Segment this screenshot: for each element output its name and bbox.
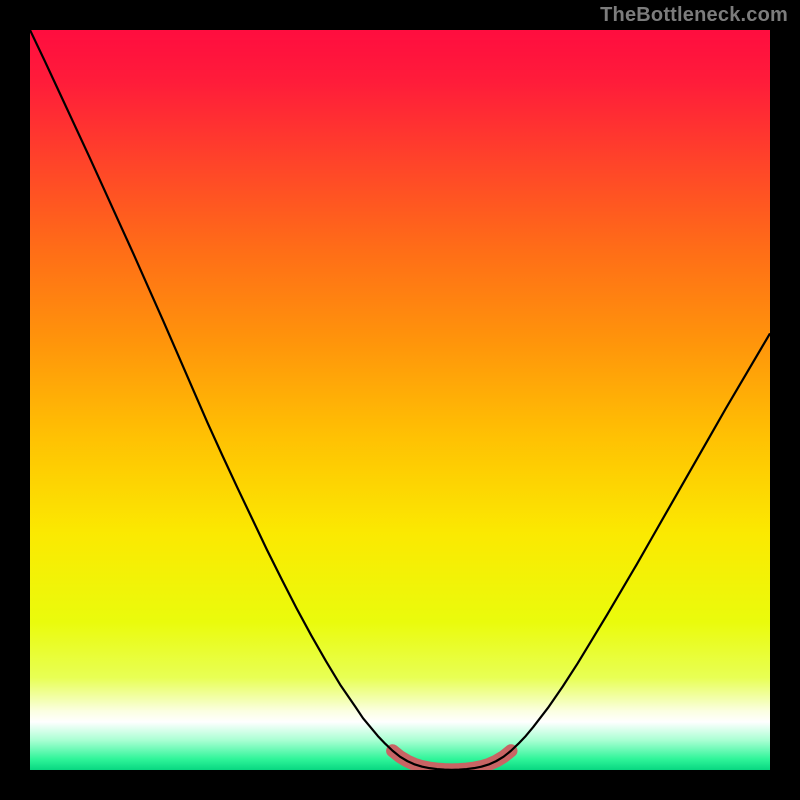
watermark-text: TheBottleneck.com xyxy=(600,4,788,27)
plot-area xyxy=(30,30,770,770)
plot-background xyxy=(30,30,770,770)
plot-svg xyxy=(30,30,770,770)
chart-stage: TheBottleneck.com xyxy=(0,0,800,800)
